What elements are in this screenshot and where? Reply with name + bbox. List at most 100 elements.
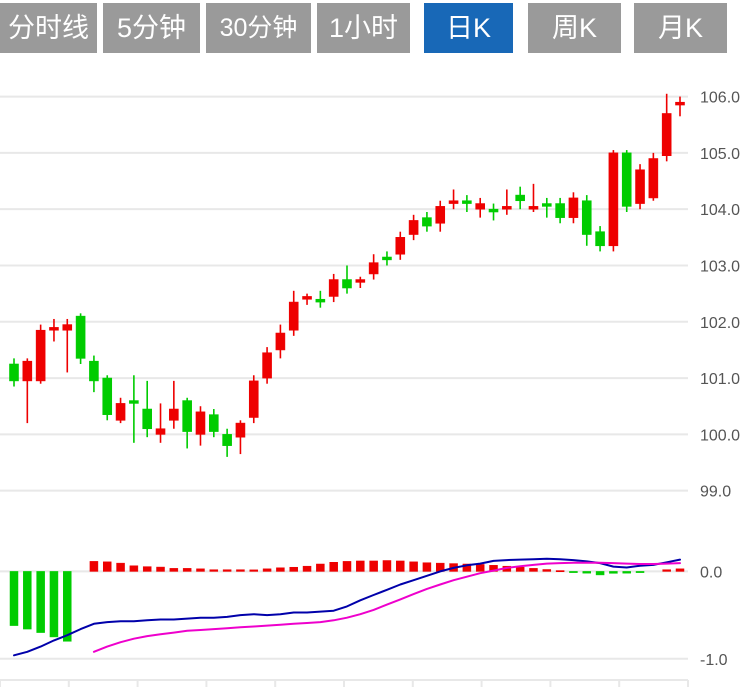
macd-histogram-bar — [36, 571, 45, 633]
candle-body — [675, 101, 685, 106]
macd-histogram-bar — [675, 568, 685, 572]
candle-body — [621, 152, 632, 207]
candle-body — [142, 408, 152, 430]
macd-axis-label-0.0: 0.0 — [700, 564, 722, 581]
macd-histogram-bar — [116, 562, 125, 572]
macd-histogram-bar — [609, 571, 618, 574]
candle-body — [515, 194, 525, 202]
macd-histogram-bar — [129, 565, 139, 572]
candle-body — [368, 262, 379, 275]
candle-body — [169, 408, 179, 421]
macd-histogram-bar — [329, 562, 338, 572]
tab-period-3[interactable]: 1小时 — [317, 3, 410, 53]
tab-period-1[interactable]: 5分钟 — [103, 3, 200, 53]
macd-histogram-bar — [156, 566, 165, 572]
candle-body — [275, 332, 286, 351]
macd-histogram-bar — [222, 569, 232, 572]
candle-body — [395, 237, 406, 255]
macd-histogram-bar — [356, 560, 365, 572]
macd-histogram-bar — [63, 571, 72, 642]
macd-histogram-bar — [182, 568, 192, 572]
macd-histogram-bar — [316, 563, 325, 572]
candle-body — [581, 200, 592, 235]
macd-histogram-bar — [302, 565, 312, 572]
candle-body — [408, 220, 419, 235]
candle-body — [475, 203, 486, 210]
macd-histogram-bar — [582, 571, 592, 574]
candle-body — [129, 400, 139, 404]
candle-body — [182, 400, 192, 432]
candle-body — [528, 206, 539, 210]
candle-body — [502, 206, 512, 210]
chart-area: 106.0 105.0 104.0 103.0 102.0 101.0 100.0 99.0 0… — [0, 56, 755, 687]
price-axis-label-103.0: 103.0 — [700, 258, 740, 275]
macd-histogram-bar — [209, 569, 219, 572]
candle-body — [422, 217, 432, 227]
macd-histogram-bar — [369, 560, 378, 572]
candle-body — [262, 352, 272, 379]
macd-histogram-bar — [529, 568, 538, 572]
candle-body — [222, 434, 232, 446]
macd-histogram-bar — [276, 567, 285, 572]
candle-body — [595, 231, 605, 247]
candle-body — [302, 296, 312, 300]
macd-histogram-bar — [89, 561, 99, 572]
candle-body — [382, 256, 392, 261]
macd-histogram-bar — [102, 561, 112, 572]
macd-histogram-bar — [662, 569, 671, 572]
candle-body — [355, 279, 366, 283]
macd-dea-line — [92, 561, 681, 653]
macd-histogram-bar — [595, 571, 605, 576]
macd-histogram-bar — [635, 571, 645, 573]
macd-histogram-bar — [555, 570, 565, 573]
candle-body — [248, 380, 259, 418]
candle-body — [488, 208, 499, 213]
tab-period-6[interactable]: 月K — [634, 3, 727, 53]
tab-period-0[interactable]: 分时线 — [0, 3, 97, 53]
macd-histogram-bar — [382, 560, 392, 572]
macd-histogram-bar — [289, 566, 298, 572]
macd-histogram-bar — [169, 568, 179, 572]
macd-histogram-bar — [569, 571, 578, 573]
macd-histogram-bar — [49, 571, 59, 638]
macd-histogram-bar — [396, 560, 405, 572]
candle-body — [155, 428, 166, 435]
price-axis-label-99.0: 99.0 — [700, 484, 731, 501]
macd-histogram-bar — [409, 561, 418, 572]
candle-body — [75, 315, 86, 359]
candle-body — [435, 206, 446, 224]
candle-body — [448, 200, 459, 204]
macd-histogram-bar — [249, 569, 259, 572]
price-axis-label-100.0: 100.0 — [700, 427, 740, 444]
macd-histogram-bar — [462, 563, 472, 572]
price-axis-label-104.0: 104.0 — [700, 202, 740, 219]
price-axis-label-101.0: 101.0 — [700, 371, 740, 388]
macd-histogram-bar — [515, 566, 525, 572]
candle-body — [315, 298, 326, 303]
tab-period-2[interactable]: 30分钟 — [206, 3, 311, 53]
candle-body — [209, 414, 219, 432]
candle-body — [89, 360, 99, 382]
macd-axis-label--1.0: -1.0 — [700, 652, 728, 669]
macd-histogram-bar — [236, 569, 245, 572]
candle-body — [462, 200, 472, 204]
macd-histogram-bar — [142, 566, 152, 572]
macd-histogram-bar — [422, 562, 432, 572]
candle-body — [22, 360, 33, 382]
macd-histogram-bar — [622, 571, 631, 574]
tab-period-5[interactable]: 周K — [528, 3, 621, 53]
candle-body — [9, 363, 19, 382]
macd-histogram-bar — [9, 571, 19, 626]
candle-body — [49, 327, 59, 331]
candle-body — [328, 279, 339, 297]
macd-histogram-bar — [23, 571, 32, 630]
candle-body — [62, 324, 73, 331]
macd-histogram-bar — [342, 561, 352, 572]
candle-body — [102, 377, 113, 415]
candle-body — [342, 279, 352, 289]
period-tab-bar: 分时线 5分钟 30分钟 1小时 日K 周K 月K — [0, 0, 755, 56]
candle-body — [35, 329, 46, 382]
macd-histogram-bar — [262, 568, 272, 572]
tab-selected-period-4[interactable]: 日K — [424, 3, 513, 53]
